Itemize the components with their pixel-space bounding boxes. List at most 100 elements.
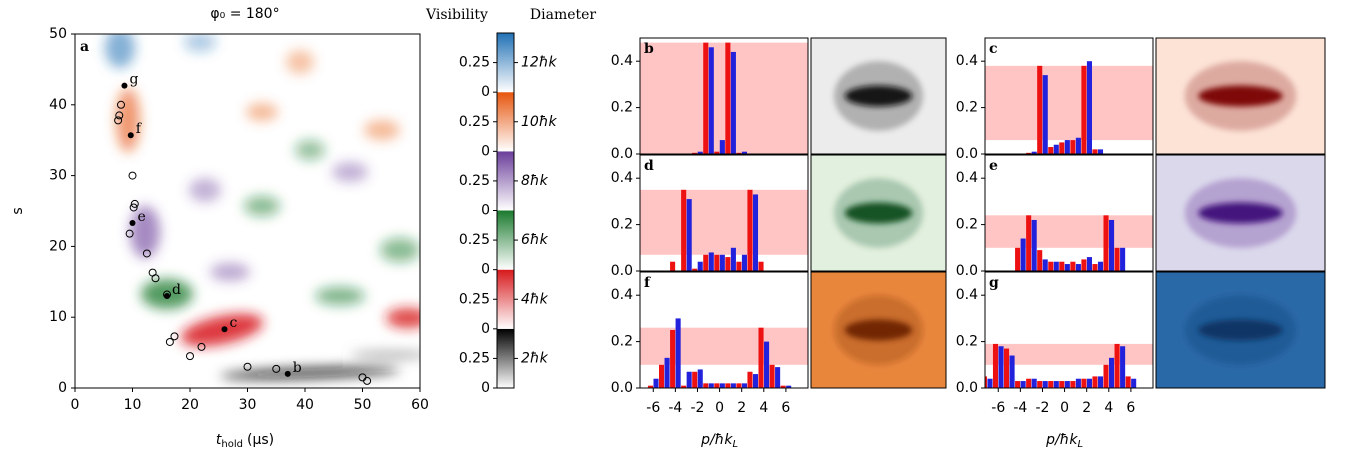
open-point [128, 171, 137, 180]
bar [1070, 381, 1076, 388]
bar [719, 140, 725, 154]
x-axis-label-part: p/ħk [1045, 432, 1078, 448]
colorbar-segment [497, 92, 514, 152]
filled-point [127, 132, 134, 139]
x-tick-label: 40 [296, 397, 314, 413]
bar [653, 378, 659, 388]
bar [1064, 264, 1070, 271]
x-axis-label-part: t [216, 432, 222, 448]
bar [741, 151, 747, 154]
bar [1075, 264, 1081, 271]
x-tick-label: 2 [1082, 400, 1091, 416]
bar [647, 385, 654, 388]
bar [1081, 378, 1087, 388]
bar [1097, 261, 1104, 271]
panel-label: d [644, 158, 654, 174]
bar [708, 47, 714, 154]
x-tick-label: 0 [715, 400, 724, 416]
bar [1059, 261, 1065, 271]
bar [741, 383, 747, 388]
colorbar-segment [497, 33, 514, 93]
bar [1120, 247, 1126, 271]
y-tick-label: 0.0 [611, 146, 633, 162]
heatmap-background [105, 34, 420, 379]
bar [686, 371, 692, 388]
panel-frame [639, 37, 809, 155]
colorbar-header: Visibility [425, 7, 488, 23]
bar [1064, 140, 1070, 154]
bar [1059, 142, 1065, 154]
point-label: e [138, 209, 146, 225]
bar [1092, 376, 1098, 388]
x-tick-label: 6 [781, 400, 790, 416]
bar [725, 257, 731, 271]
bar [1020, 238, 1026, 271]
bar [1097, 376, 1104, 388]
x-tick-label: 20 [181, 397, 199, 413]
bar [1015, 247, 1021, 271]
open-point [197, 342, 206, 351]
bar [692, 268, 698, 271]
cloud-core [844, 319, 913, 341]
bar [1059, 381, 1065, 388]
bar [681, 385, 687, 388]
bar [1086, 257, 1092, 271]
bar [769, 364, 775, 388]
y-tick-label: 0.0 [611, 263, 633, 279]
bar [719, 254, 725, 271]
colorbar-segment-label: 6ħk [521, 232, 549, 248]
bar [725, 42, 731, 154]
bar [692, 152, 698, 154]
bar [1070, 261, 1076, 271]
colorbar-tick-label: 0 [481, 143, 490, 159]
x-tick-label: -6 [991, 400, 1005, 416]
open-point [129, 203, 138, 212]
cloud-core [1198, 319, 1283, 341]
bar [1026, 215, 1032, 271]
y-tick-label: 0.4 [956, 170, 978, 186]
y-tick-label: 0.4 [956, 53, 978, 69]
image-cloud [833, 295, 924, 365]
bar [697, 261, 703, 271]
colorbar-segment [497, 328, 514, 388]
bar [714, 383, 720, 388]
panel-frame [984, 271, 1154, 389]
bar [1053, 261, 1059, 271]
colorbar-tick-label: 0.25 [459, 291, 490, 307]
chart-title: φ₀ = 180° [210, 6, 279, 22]
point-label: g [129, 72, 138, 88]
y-tick-label: 0.0 [956, 146, 978, 162]
band [640, 42, 808, 154]
open-point [170, 332, 179, 341]
cloud-core [1198, 85, 1283, 107]
bar [998, 346, 1004, 388]
x-tick-label: -2 [1035, 400, 1049, 416]
bar [1009, 355, 1015, 388]
bar [670, 261, 676, 271]
colorbar-frame [496, 32, 515, 389]
bar [1042, 75, 1048, 154]
y-tick-label: 0.2 [956, 100, 978, 116]
bar [1048, 381, 1054, 388]
bar [985, 376, 987, 388]
y-tick-label: 0.0 [956, 263, 978, 279]
bar [1004, 348, 1010, 388]
x-tick-label: 10 [124, 397, 142, 413]
bar [1075, 137, 1081, 154]
image-cloud [1184, 295, 1297, 365]
y-tick-label: 0.4 [611, 53, 633, 69]
bar [747, 189, 753, 271]
band [640, 189, 808, 255]
band [985, 215, 1153, 248]
filled-point [121, 82, 128, 89]
point-label: b [293, 360, 302, 376]
bar [1092, 264, 1098, 271]
point-label: c [230, 315, 238, 331]
bar [741, 254, 747, 271]
bar [730, 383, 736, 388]
bar [1048, 147, 1054, 154]
panel-label: e [989, 158, 998, 174]
image-cloud [833, 178, 924, 248]
y-tick-label: 0 [58, 380, 67, 396]
